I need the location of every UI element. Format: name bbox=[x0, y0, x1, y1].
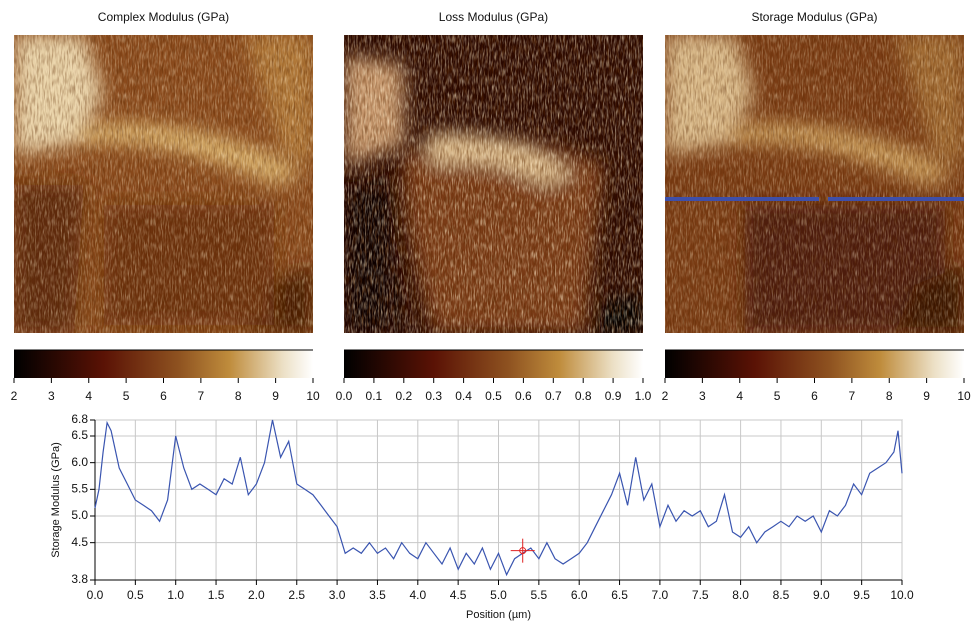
x-tick-label: 4.5 bbox=[450, 588, 467, 602]
x-tick-label: 1.0 bbox=[167, 588, 184, 602]
colorbar-tick-label: 0.0 bbox=[336, 389, 353, 403]
colorbar-tick-label: 3 bbox=[699, 389, 706, 403]
y-tick-label: 6.8 bbox=[71, 412, 88, 426]
colorbar-tick-label: 3 bbox=[48, 389, 55, 403]
colorbar-tick-label: 10 bbox=[306, 389, 320, 403]
x-tick-label: 8.5 bbox=[773, 588, 790, 602]
colorbar-tick-label: 8 bbox=[235, 389, 242, 403]
image-title: Storage Modulus (GPa) bbox=[751, 10, 877, 24]
x-tick-label: 10.0 bbox=[890, 588, 914, 602]
profile-line bbox=[94, 419, 903, 577]
loss-modulus-image bbox=[344, 35, 643, 333]
y-tick-label: 3.8 bbox=[71, 572, 88, 586]
colorbar-tick-label: 0.5 bbox=[485, 389, 502, 403]
y-tick-label: 5.0 bbox=[71, 508, 88, 522]
colorbar-tick-label: 0.6 bbox=[515, 389, 532, 403]
x-tick-label: 0.0 bbox=[87, 588, 104, 602]
colorbar bbox=[344, 350, 643, 378]
x-tick-label: 5.0 bbox=[490, 588, 507, 602]
y-tick-label: 6.0 bbox=[71, 455, 88, 469]
x-tick-label: 7.0 bbox=[652, 588, 669, 602]
x-tick-label: 6.0 bbox=[571, 588, 588, 602]
colorbar-tick-label: 9 bbox=[272, 389, 279, 403]
colorbar-tick-label: 5 bbox=[123, 389, 130, 403]
y-axis-label: Storage Modulus (GPa) bbox=[50, 442, 62, 558]
colorbar-tick-label: 7 bbox=[198, 389, 205, 403]
x-tick-label: 0.5 bbox=[127, 588, 144, 602]
x-tick-label: 3.0 bbox=[329, 588, 346, 602]
x-axis-label: Position (µm) bbox=[466, 609, 531, 621]
colorbar-tick-label: 0.3 bbox=[425, 389, 442, 403]
colorbar-tick-label: 5 bbox=[774, 389, 781, 403]
x-tick-label: 9.0 bbox=[813, 588, 830, 602]
x-tick-label: 8.0 bbox=[732, 588, 749, 602]
colorbar-tick-label: 4 bbox=[736, 389, 743, 403]
colorbar-tick-label: 7 bbox=[849, 389, 856, 403]
x-tick-label: 1.5 bbox=[208, 588, 225, 602]
image-title: Complex Modulus (GPa) bbox=[98, 10, 229, 24]
storage-modulus-image bbox=[665, 35, 964, 333]
colorbar bbox=[14, 350, 313, 378]
colorbar-tick-label: 0.9 bbox=[605, 389, 622, 403]
complex-modulus-image bbox=[14, 35, 313, 333]
cursor-ring bbox=[519, 547, 527, 555]
colorbar-tick-label: 2 bbox=[11, 389, 18, 403]
colorbar-tick-label: 0.1 bbox=[366, 389, 383, 403]
y-tick-label: 6.5 bbox=[71, 428, 88, 442]
colorbar-tick-label: 2 bbox=[662, 389, 669, 403]
colorbar-tick-label: 0.4 bbox=[455, 389, 472, 403]
x-tick-label: 2.0 bbox=[248, 588, 265, 602]
colorbar-tick-label: 1.0 bbox=[635, 389, 652, 403]
colorbar bbox=[665, 350, 964, 378]
colorbar-tick-label: 0.2 bbox=[395, 389, 412, 403]
colorbar-tick-label: 0.8 bbox=[575, 389, 592, 403]
x-tick-label: 9.5 bbox=[853, 588, 870, 602]
colorbar-tick-label: 10 bbox=[957, 389, 971, 403]
x-tick-label: 7.5 bbox=[692, 588, 709, 602]
image-title: Loss Modulus (GPa) bbox=[439, 10, 548, 24]
colorbar-tick-label: 6 bbox=[160, 389, 167, 403]
colorbar-tick-label: 9 bbox=[923, 389, 930, 403]
cursor bbox=[510, 538, 535, 563]
colorbar-tick-label: 4 bbox=[85, 389, 92, 403]
x-tick-label: 4.0 bbox=[409, 588, 426, 602]
y-tick-label: 5.5 bbox=[71, 482, 88, 496]
colorbar-tick-label: 6 bbox=[811, 389, 818, 403]
x-tick-label: 6.5 bbox=[611, 588, 628, 602]
x-tick-label: 2.5 bbox=[288, 588, 305, 602]
x-tick-label: 3.5 bbox=[369, 588, 386, 602]
colorbar-tick-label: 0.7 bbox=[545, 389, 562, 403]
colorbar-tick-label: 8 bbox=[886, 389, 893, 403]
y-tick-label: 4.5 bbox=[71, 535, 88, 549]
x-tick-label: 5.5 bbox=[531, 588, 548, 602]
